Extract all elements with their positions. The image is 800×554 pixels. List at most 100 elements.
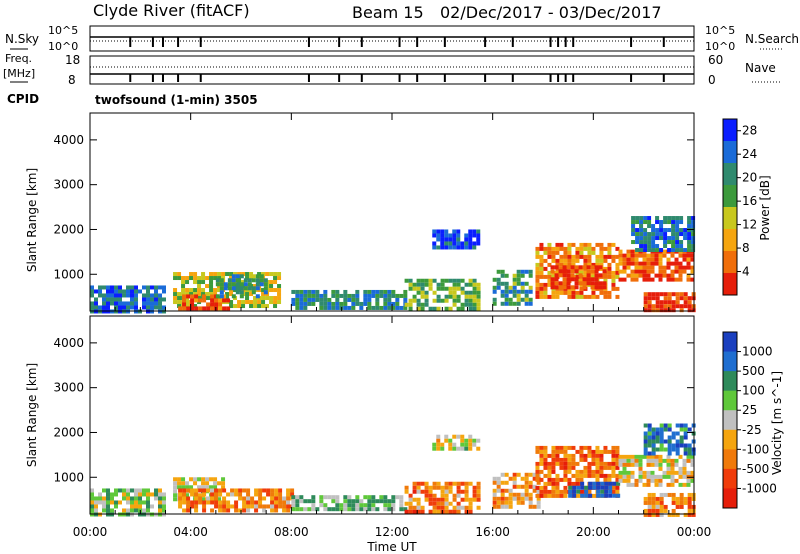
data-cell (671, 508, 676, 513)
data-cell (299, 293, 304, 298)
data-cell (261, 272, 266, 277)
data-cell (210, 294, 215, 299)
data-cell (647, 431, 652, 436)
data-cell (555, 270, 560, 275)
x-tick-label: 00:00 (73, 525, 108, 539)
data-cell (662, 265, 667, 270)
data-cell (539, 242, 544, 247)
data-cell (420, 302, 425, 307)
data-cell (687, 216, 692, 221)
data-cell (562, 273, 567, 278)
data-cell (420, 282, 425, 287)
data-cell (550, 281, 555, 286)
data-cell (114, 492, 118, 497)
data-cell (679, 427, 684, 432)
data-cell (504, 273, 509, 278)
data-cell (643, 496, 648, 501)
data-cell (626, 458, 631, 463)
data-cell (472, 442, 477, 447)
data-cell (547, 473, 552, 478)
data-cell (114, 500, 118, 505)
data-cell (94, 504, 98, 509)
data-cell (602, 269, 607, 274)
data-cell (558, 269, 563, 274)
data-cell (655, 300, 660, 305)
data-cell (670, 269, 675, 274)
data-cell (666, 458, 671, 463)
data-cell (651, 228, 656, 233)
data-cell (659, 220, 664, 225)
data-cell (246, 504, 251, 509)
noise-left-tick-bottom: 10^0 (48, 40, 78, 53)
data-cell (587, 465, 592, 470)
data-cell (666, 474, 671, 479)
data-cell (574, 277, 579, 282)
data-cell (647, 443, 652, 448)
data-cell (599, 469, 604, 474)
data-cell (516, 289, 521, 294)
data-cell (615, 286, 620, 291)
data-cell (472, 241, 477, 246)
data-cell (679, 423, 684, 428)
data-cell (383, 301, 388, 306)
data-cell (371, 289, 376, 294)
data-cell (158, 488, 162, 493)
data-cell (444, 505, 449, 510)
data-cell (567, 465, 572, 470)
data-cell (571, 290, 576, 295)
data-cell (604, 493, 609, 498)
data-cell (686, 261, 691, 266)
data-cell (335, 297, 340, 302)
data-cell (351, 499, 356, 504)
data-cell (659, 248, 664, 253)
data-cell (615, 457, 620, 462)
data-cell (598, 265, 603, 270)
data-cell (291, 301, 296, 306)
data-cell (371, 499, 376, 504)
data-cell (568, 489, 573, 494)
data-cell (138, 492, 142, 497)
data-cell (646, 478, 651, 483)
data-cell (150, 293, 154, 298)
colorbar-tick-label: 1000 (742, 345, 773, 359)
data-cell (219, 286, 224, 291)
data-cell (213, 276, 218, 281)
data-cell (678, 277, 683, 282)
colorbar-tick-label: 12 (742, 218, 757, 232)
data-cell (596, 485, 601, 490)
data-cell (98, 500, 102, 505)
data-cell (690, 462, 695, 467)
data-cell (210, 298, 215, 303)
data-cell (448, 442, 453, 447)
data-cell (647, 248, 652, 253)
data-cell (622, 474, 627, 479)
data-cell (618, 462, 623, 467)
cpid-label: CPID (7, 92, 39, 106)
data-cell (193, 272, 198, 277)
data-cell (250, 500, 255, 505)
colorbar-segment (723, 390, 737, 411)
data-cell (595, 473, 600, 478)
data-cell (587, 246, 592, 251)
data-cell (181, 292, 186, 297)
data-cell (643, 508, 648, 513)
data-cell (535, 286, 540, 291)
data-cell (571, 242, 576, 247)
data-cell (579, 469, 584, 474)
data-cell (412, 489, 417, 494)
data-cell (572, 489, 577, 494)
data-cell (539, 453, 544, 458)
data-cell (535, 477, 540, 482)
data-cell (472, 278, 477, 283)
data-cell (178, 496, 183, 501)
data-cell (658, 458, 663, 463)
data-cell (126, 496, 130, 501)
data-cell (464, 290, 469, 295)
data-cell (218, 302, 223, 307)
data-cell (444, 298, 449, 303)
data-cell (528, 504, 533, 509)
data-cell (662, 253, 667, 258)
data-cell (217, 272, 222, 277)
data-cell (651, 504, 656, 509)
